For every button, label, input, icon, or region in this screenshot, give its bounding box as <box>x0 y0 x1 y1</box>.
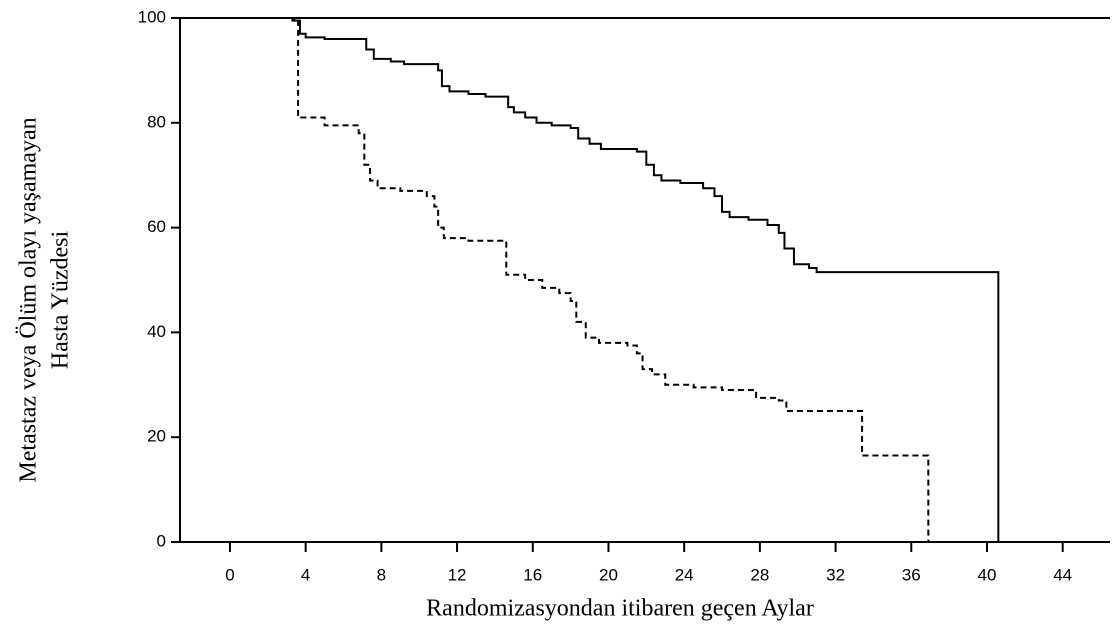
y-tick-label: 100 <box>138 7 166 26</box>
x-tick-label: 8 <box>377 565 386 584</box>
x-tick-label: 20 <box>599 565 618 584</box>
y-axis-title: Hasta Yüzdesi <box>48 230 74 369</box>
y-tick-label: 0 <box>157 531 166 550</box>
survival-curve <box>229 17 1000 542</box>
x-tick-label: 12 <box>448 565 467 584</box>
x-tick-label: 40 <box>978 565 997 584</box>
x-tick-label: 24 <box>675 565 694 584</box>
y-axis-title: Metastaz veya Ölüm olayı yaşamayan <box>16 117 42 482</box>
x-tick-label: 32 <box>826 565 845 584</box>
x-tick-label: 4 <box>301 565 310 584</box>
survival-curve <box>229 17 930 542</box>
y-tick-label: 20 <box>147 427 166 446</box>
x-tick-label: 44 <box>1053 565 1072 584</box>
y-tick-label: 80 <box>147 112 166 131</box>
y-tick-label: 60 <box>147 217 166 236</box>
x-axis-title: Randomizasyondan itibaren geçen Aylar <box>426 596 814 622</box>
x-tick-label: 0 <box>225 565 234 584</box>
x-tick-label: 28 <box>750 565 769 584</box>
x-tick-label: 16 <box>523 565 542 584</box>
x-tick-label: 36 <box>902 565 921 584</box>
y-tick-label: 40 <box>147 322 166 341</box>
